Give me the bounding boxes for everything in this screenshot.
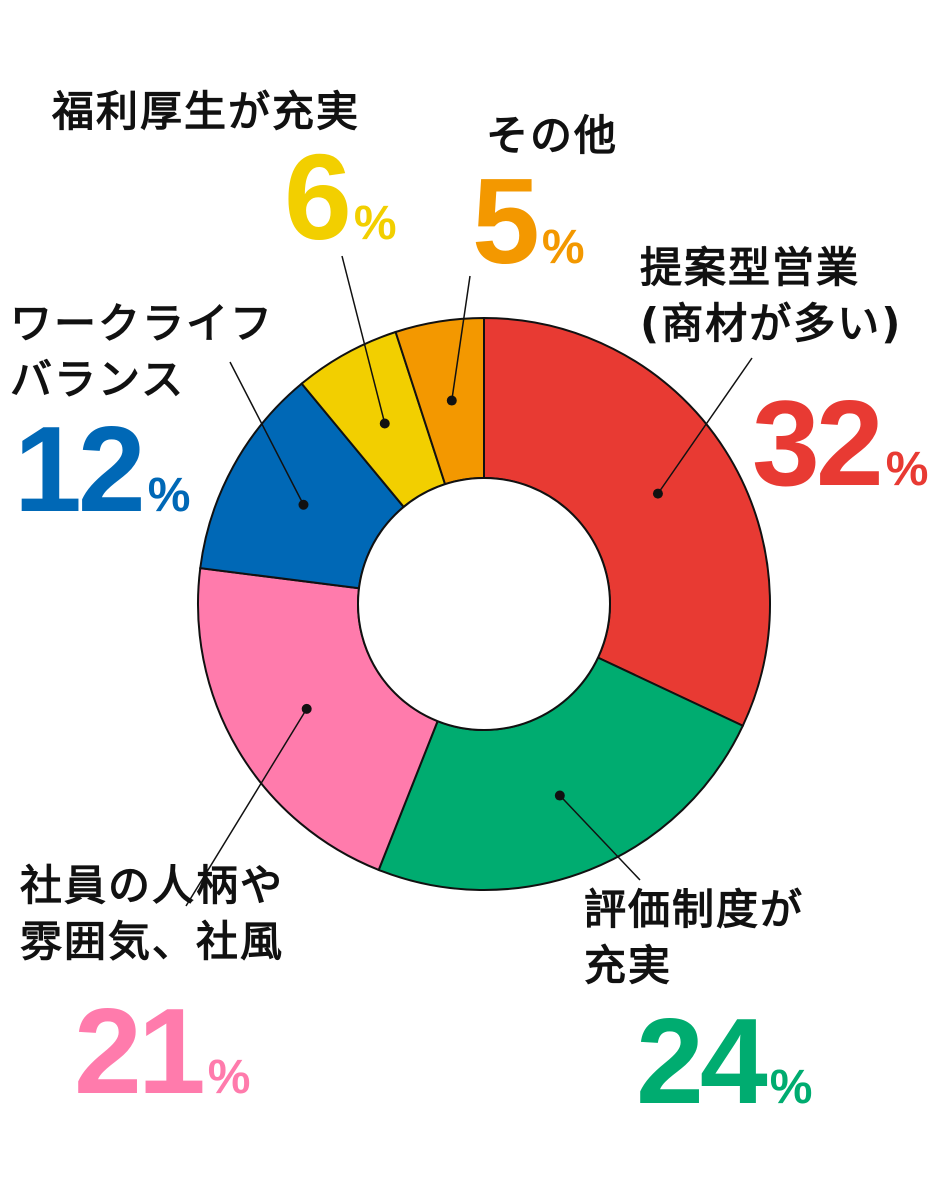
- slices: [197, 316, 771, 891]
- slice-label-0: 提案型営業 (商材が多い): [640, 240, 902, 352]
- value-unit: %: [147, 469, 191, 522]
- leader-dot-5: [446, 395, 457, 406]
- leader-line-4: [341, 255, 386, 424]
- slice-label-line: その他: [486, 111, 619, 160]
- slice-label-line: ワークライフ: [10, 299, 275, 348]
- value-number: 12: [14, 401, 146, 537]
- value-number: 32: [752, 375, 884, 511]
- value-number: 21: [74, 983, 206, 1119]
- value-unit: %: [541, 221, 585, 274]
- leader-line-5: [451, 275, 471, 401]
- leader-dot-4: [379, 418, 390, 429]
- value-number: 5: [472, 153, 540, 289]
- value-unit: %: [769, 1061, 813, 1114]
- leader-dot-2: [301, 703, 312, 714]
- slice-value-5: 5%: [472, 160, 585, 282]
- slice-label-4: 福利厚生が充実: [52, 84, 360, 140]
- leader-dot-3: [298, 499, 309, 510]
- slice-label-2: 社員の人柄や 雰囲気、社風: [20, 858, 284, 970]
- slice-label-line: バランス: [10, 355, 186, 404]
- value-number: 6: [284, 129, 352, 265]
- slice-label-line: 福利厚生が充実: [52, 87, 361, 136]
- slice-label-line: 充実: [584, 941, 673, 990]
- slice-value-1: 24%: [636, 1000, 812, 1122]
- slice-label-line: 雰囲気、社風: [20, 917, 285, 966]
- value-unit: %: [885, 443, 929, 496]
- slice-label-3: ワークライフ バランス: [10, 296, 274, 408]
- slice-label-line: 社員の人柄や: [20, 861, 285, 910]
- value-unit: %: [207, 1051, 251, 1104]
- slice-value-3: 12%: [14, 408, 190, 530]
- value-unit: %: [353, 197, 397, 250]
- slice-label-5: その他: [486, 108, 618, 164]
- donut-hole: [357, 477, 611, 731]
- leader-line-2: [185, 708, 308, 907]
- slice-label-line: (商材が多い): [640, 299, 903, 348]
- leader-dot-1: [554, 790, 565, 801]
- leader-line-1: [559, 795, 641, 881]
- slice-label-1: 評価制度が 充実: [584, 882, 804, 994]
- slice-value-2: 21%: [74, 990, 250, 1112]
- leader-dot-0: [652, 488, 663, 499]
- leader-line-0: [657, 357, 753, 495]
- value-number: 24: [636, 993, 768, 1129]
- leader-line-3: [229, 361, 305, 506]
- leader-lines: [185, 255, 753, 907]
- slice-value-4: 6%: [284, 136, 397, 258]
- slice-label-line: 評価制度が: [584, 885, 805, 934]
- slice-value-0: 32%: [752, 382, 928, 504]
- slice-label-line: 提案型営業: [640, 243, 861, 292]
